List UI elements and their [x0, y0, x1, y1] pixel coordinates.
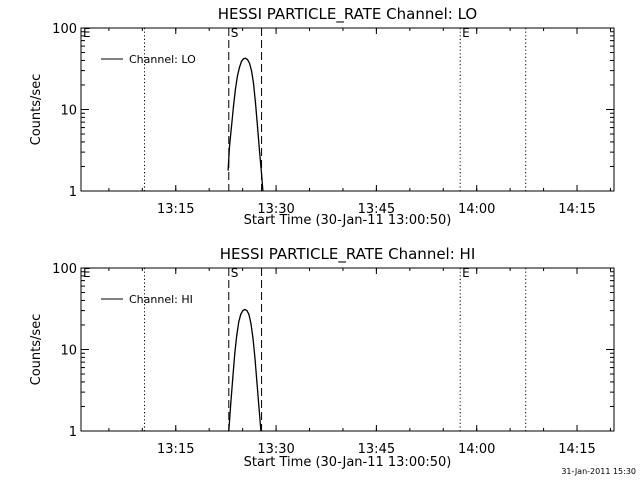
y-tick-label: 100: [52, 22, 77, 37]
data-point: [227, 169, 229, 171]
x-tick-label: 13:45: [358, 442, 395, 457]
chart-panel-lo: HESSI PARTICLE_RATE Channel: LO 13:15 13:3…: [29, 5, 615, 228]
legend-label: Channel: HI: [129, 293, 193, 306]
data-point: [240, 313, 242, 315]
data-point: [244, 57, 247, 59]
data-point: [258, 151, 261, 153]
data-point: [242, 310, 244, 312]
data-point: [242, 58, 245, 60]
y-tick-label: 1: [69, 425, 77, 440]
chart-panel-hi: HESSI PARTICLE_RATE Channel: HI 13:15 13:3…: [29, 245, 615, 470]
data-point: [244, 308, 246, 311]
data-point: [246, 310, 248, 312]
data-point: [234, 352, 236, 354]
data-point: [262, 190, 264, 192]
data-point: [240, 60, 243, 62]
data-point: [228, 430, 230, 432]
data-point: [236, 334, 238, 336]
data-point: [252, 82, 255, 84]
data-point: [250, 70, 253, 72]
x-axis-label: Start Time (30-Jan-11 13:00:50): [244, 455, 452, 470]
series-line-hi: [228, 308, 262, 432]
interval-marker: E: [462, 266, 470, 280]
data-point: [252, 336, 254, 339]
y-axis-label: Counts/sec: [29, 74, 44, 146]
data-point: [238, 66, 241, 68]
data-point: [232, 377, 234, 379]
data-point: [234, 88, 237, 90]
legend-label: Channel: LO: [129, 53, 196, 66]
data-point: [254, 102, 257, 104]
interval-marker: E: [462, 26, 470, 40]
x-tick-label: 13:15: [157, 202, 194, 217]
data-point: [228, 146, 231, 148]
series-line-lo: [227, 57, 264, 192]
x-tick-label: 14:15: [558, 202, 595, 217]
x-tick-label: 13:45: [358, 202, 395, 217]
interval-marker: E: [83, 266, 91, 280]
x-tick-label: 13:15: [157, 442, 194, 457]
interval-marker: S: [231, 26, 239, 40]
x-tick-label: 14:00: [458, 202, 495, 217]
data-point: [248, 313, 250, 315]
x-tick-label: 13:30: [257, 202, 294, 217]
y-tick-label: 1: [69, 185, 77, 200]
y-tick-label: 10: [60, 344, 77, 359]
y-axis-label: Counts/sec: [29, 314, 44, 386]
data-point: [260, 430, 262, 432]
data-point: [258, 405, 260, 408]
y-tick-label: 10: [60, 104, 77, 119]
data-point: [250, 322, 252, 324]
data-point: [256, 126, 259, 129]
data-point: [236, 75, 239, 77]
interval-marker: S: [231, 266, 239, 280]
chart-title: HESSI PARTICLE_RATE Channel: LO: [218, 5, 477, 24]
x-tick-label: 14:00: [458, 442, 495, 457]
interval-marker: E: [83, 26, 91, 40]
x-tick-label: 13:30: [257, 442, 294, 457]
x-axis-label: Start Time (30-Jan-11 13:00:50): [244, 213, 452, 228]
y-tick-label: 100: [52, 262, 77, 277]
data-point: [230, 125, 233, 128]
data-point: [256, 381, 258, 383]
data-point: [248, 62, 251, 64]
data-point: [232, 105, 235, 107]
x-tick-label: 14:15: [558, 442, 595, 457]
data-point: [254, 356, 256, 358]
data-point: [238, 320, 240, 323]
chart-title: HESSI PARTICLE_RATE Channel: HI: [220, 245, 476, 264]
data-point: [230, 402, 232, 404]
footer-timestamp: 31-Jan-2011 15:30: [561, 467, 636, 476]
data-point: [246, 58, 249, 61]
data-point: [260, 173, 263, 175]
